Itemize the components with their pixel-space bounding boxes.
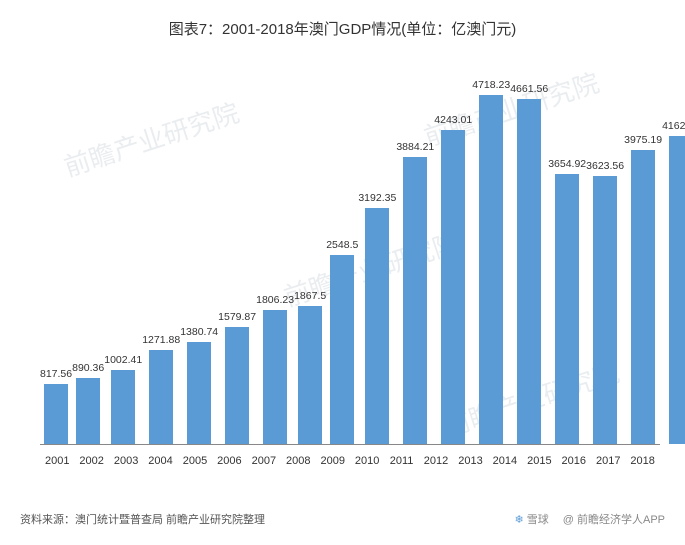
bar-wrapper: 4162.35 bbox=[662, 60, 685, 444]
x-axis-label: 2004 bbox=[143, 450, 177, 470]
bar bbox=[298, 306, 322, 444]
bar-value-label: 4718.23 bbox=[472, 79, 510, 91]
x-axis-label: 2001 bbox=[40, 450, 74, 470]
bar-wrapper: 3623.56 bbox=[586, 60, 624, 444]
bars-container: 817.56890.361002.411271.881380.741579.87… bbox=[40, 60, 660, 445]
bar-value-label: 1002.41 bbox=[104, 354, 142, 366]
x-axis-label: 2010 bbox=[350, 450, 384, 470]
bar bbox=[479, 95, 503, 444]
bar-wrapper: 1380.74 bbox=[180, 60, 218, 444]
chart-title: 图表7：2001-2018年澳门GDP情况(单位：亿澳门元) bbox=[0, 0, 685, 39]
bar bbox=[44, 384, 68, 444]
x-axis-label: 2007 bbox=[247, 450, 281, 470]
bar bbox=[403, 157, 427, 444]
x-axis-label: 2008 bbox=[281, 450, 315, 470]
bar bbox=[149, 350, 173, 444]
source-text: 资料来源：澳门统计暨普查局 前瞻产业研究院整理 bbox=[20, 511, 265, 527]
bar-wrapper: 3975.19 bbox=[624, 60, 662, 444]
bar-wrapper: 1806.23 bbox=[256, 60, 294, 444]
bar bbox=[669, 136, 685, 444]
bar-wrapper: 1271.88 bbox=[142, 60, 180, 444]
bar-wrapper: 1867.5 bbox=[294, 60, 326, 444]
bar-value-label: 890.36 bbox=[72, 362, 104, 374]
bar bbox=[330, 255, 354, 444]
bar-value-label: 4243.01 bbox=[434, 114, 472, 126]
bar bbox=[187, 342, 211, 444]
x-axis-label: 2009 bbox=[316, 450, 350, 470]
x-axis-label: 2013 bbox=[453, 450, 487, 470]
bar-value-label: 3623.56 bbox=[586, 160, 624, 172]
x-axis-label: 2018 bbox=[625, 450, 659, 470]
bar bbox=[365, 208, 389, 444]
bar-value-label: 4162.35 bbox=[662, 120, 685, 132]
x-axis-label: 2002 bbox=[74, 450, 108, 470]
bar-wrapper: 817.56 bbox=[40, 60, 72, 444]
bar-wrapper: 2548.5 bbox=[326, 60, 358, 444]
bar-wrapper: 890.36 bbox=[72, 60, 104, 444]
bar bbox=[225, 327, 249, 444]
bar-wrapper: 1002.41 bbox=[104, 60, 142, 444]
x-axis-label: 2011 bbox=[384, 450, 418, 470]
bar bbox=[76, 378, 100, 444]
x-axis-label: 2003 bbox=[109, 450, 143, 470]
bar bbox=[441, 130, 465, 444]
bar-wrapper: 4661.56 bbox=[510, 60, 548, 444]
bar bbox=[263, 310, 287, 444]
bar-value-label: 3192.35 bbox=[358, 192, 396, 204]
bar-wrapper: 4718.23 bbox=[472, 60, 510, 444]
bar bbox=[631, 150, 655, 444]
bar-value-label: 1579.87 bbox=[218, 311, 256, 323]
bar-wrapper: 3192.35 bbox=[358, 60, 396, 444]
footer-brands: 雪球 @ 前瞻经济学人APP bbox=[515, 511, 665, 527]
x-axis-labels: 2001200220032004200520062007200820092010… bbox=[40, 450, 660, 470]
bar-value-label: 1271.88 bbox=[142, 334, 180, 346]
bar-value-label: 3654.92 bbox=[548, 158, 586, 170]
x-axis-label: 2016 bbox=[557, 450, 591, 470]
bar-value-label: 3884.21 bbox=[396, 141, 434, 153]
x-axis-label: 2017 bbox=[591, 450, 625, 470]
bar bbox=[111, 370, 135, 444]
bar bbox=[517, 99, 541, 444]
bar-wrapper: 4243.01 bbox=[434, 60, 472, 444]
chart-area: 817.56890.361002.411271.881380.741579.87… bbox=[40, 60, 660, 470]
bar-value-label: 3975.19 bbox=[624, 134, 662, 146]
x-axis-label: 2012 bbox=[419, 450, 453, 470]
bar-value-label: 1380.74 bbox=[180, 326, 218, 338]
bar-wrapper: 3654.92 bbox=[548, 60, 586, 444]
brand-xueqiu: 雪球 bbox=[515, 511, 549, 527]
bar bbox=[555, 174, 579, 444]
bar-wrapper: 1579.87 bbox=[218, 60, 256, 444]
x-axis-label: 2006 bbox=[212, 450, 246, 470]
brand-qianzhan: @ 前瞻经济学人APP bbox=[563, 511, 665, 527]
x-axis-label: 2005 bbox=[178, 450, 212, 470]
bar-value-label: 817.56 bbox=[40, 368, 72, 380]
x-axis-label: 2014 bbox=[488, 450, 522, 470]
footer: 资料来源：澳门统计暨普查局 前瞻产业研究院整理 雪球 @ 前瞻经济学人APP bbox=[20, 511, 665, 527]
bar-value-label: 1806.23 bbox=[256, 294, 294, 306]
bar-value-label: 4661.56 bbox=[510, 83, 548, 95]
x-axis-label: 2015 bbox=[522, 450, 556, 470]
bar-wrapper: 3884.21 bbox=[396, 60, 434, 444]
bar-value-label: 2548.5 bbox=[326, 239, 358, 251]
bar-value-label: 1867.5 bbox=[294, 290, 326, 302]
bar bbox=[593, 176, 617, 444]
